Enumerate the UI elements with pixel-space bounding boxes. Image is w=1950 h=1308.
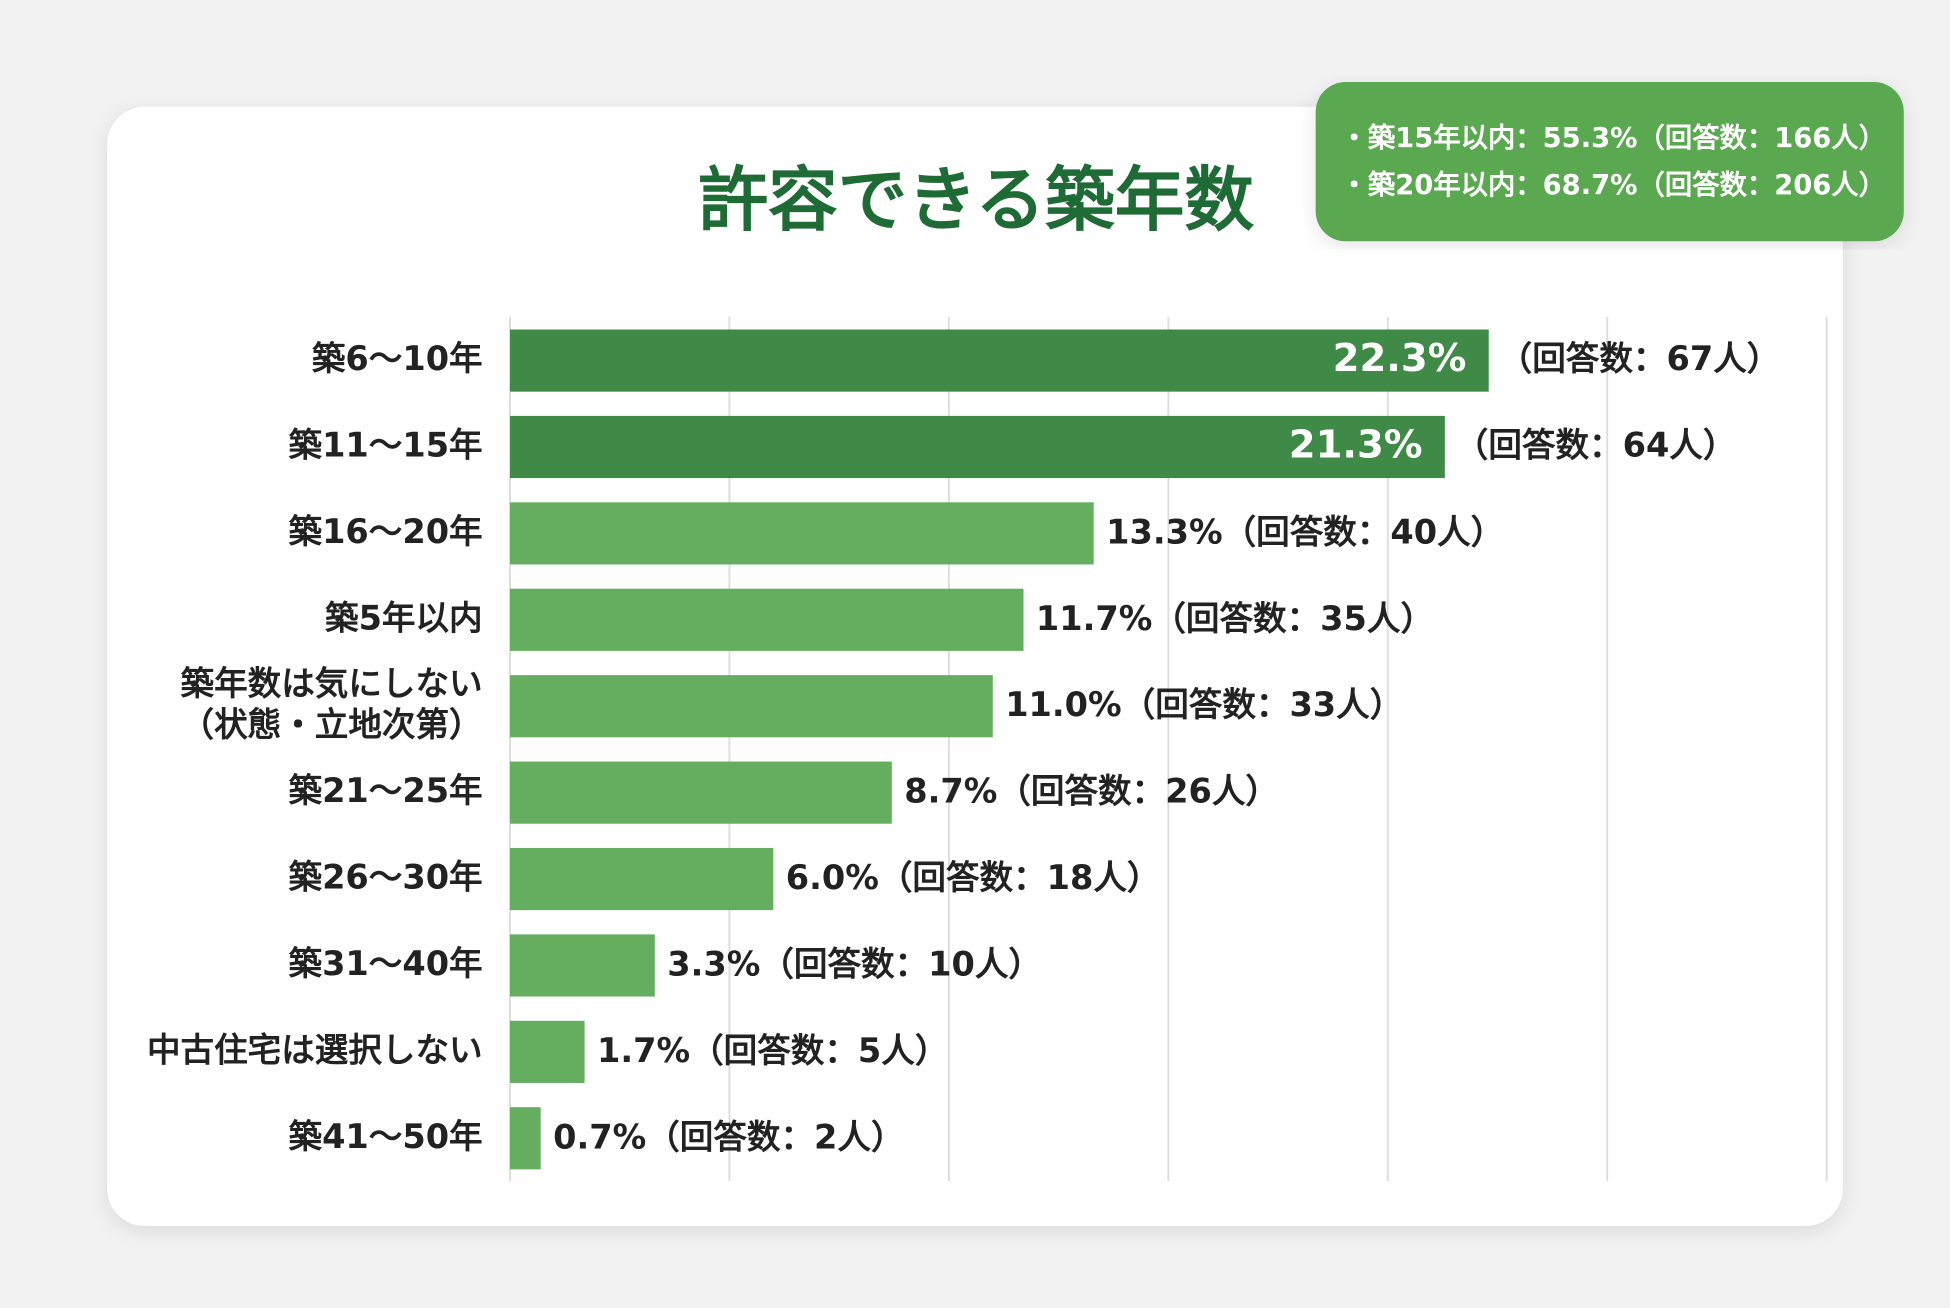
value-label: 13.3% [1106, 512, 1222, 551]
category-label: 築26〜30年 [289, 858, 483, 897]
count-label: （回答数：5人） [690, 1030, 948, 1069]
value-label: 3.3% [667, 944, 760, 983]
category-label: 築5年以内 [325, 598, 483, 637]
count-label: （回答数：2人） [646, 1117, 904, 1156]
count-label: （回答数：33人） [1122, 685, 1404, 724]
value-label: 22.3% [1333, 336, 1467, 381]
value-label: 0.7% [553, 1117, 646, 1156]
value-label: 11.7% [1036, 598, 1152, 637]
category-label: 中古住宅は選択しない [147, 1030, 483, 1069]
category-label: 築6〜10年 [312, 339, 483, 378]
bar [509, 847, 774, 911]
bar [509, 588, 1024, 651]
bar-label: 11.0%（回答数：33人） [1005, 685, 1403, 724]
note: ・築20年以内：68.7%（回答数：206人） [1341, 169, 1886, 201]
bar [509, 675, 993, 738]
chart-title: 許容できる築年数 [699, 160, 1255, 241]
bar-label: 3.3%（回答数：10人） [667, 944, 1042, 983]
count-label: （回答数：18人） [879, 858, 1161, 897]
count-label: （回答数：67人） [1499, 339, 1781, 378]
value-label: 11.0% [1005, 685, 1121, 724]
bar [509, 415, 1445, 479]
count-label: （回答数：64人） [1455, 425, 1737, 464]
bar-label: 1.7%（回答数：5人） [597, 1030, 948, 1069]
value-label: 1.7% [597, 1030, 690, 1069]
bar-label: 11.7%（回答数：35人） [1036, 598, 1434, 637]
count-label: （回答数：35人） [1152, 598, 1434, 637]
category-label: 築21〜25年 [289, 771, 483, 810]
value-label: 8.7% [904, 771, 997, 810]
bar [509, 502, 1094, 565]
category-label: 築年数は気にしない [181, 664, 483, 703]
bar-label: 0.7%（回答数：2人） [553, 1117, 904, 1156]
count-label: （回答数：40人） [1223, 512, 1505, 551]
bar [509, 934, 655, 997]
category-label: 築41〜50年 [289, 1117, 483, 1156]
bar-label: 8.7%（回答数：26人） [904, 771, 1279, 810]
value-label: 21.3% [1289, 422, 1423, 467]
notes-box [1315, 82, 1904, 242]
category-label: 築31〜40年 [289, 944, 483, 983]
note: ・築15年以内：55.3%（回答数：166人） [1341, 122, 1886, 154]
bar [509, 1107, 541, 1170]
bar [509, 1020, 585, 1083]
value-label: 6.0% [786, 858, 879, 897]
count-label: （回答数：26人） [997, 771, 1279, 810]
count-label: （回答数：10人） [760, 944, 1042, 983]
bar-label: 13.3%（回答数：40人） [1106, 512, 1504, 551]
bar [509, 761, 892, 824]
category-label: 築16〜20年 [289, 512, 483, 551]
bar [509, 329, 1489, 392]
category-label: 築11〜15年 [289, 425, 483, 464]
bar-label: 6.0%（回答数：18人） [786, 858, 1161, 897]
category-label: （状態・立地次第） [181, 705, 483, 744]
